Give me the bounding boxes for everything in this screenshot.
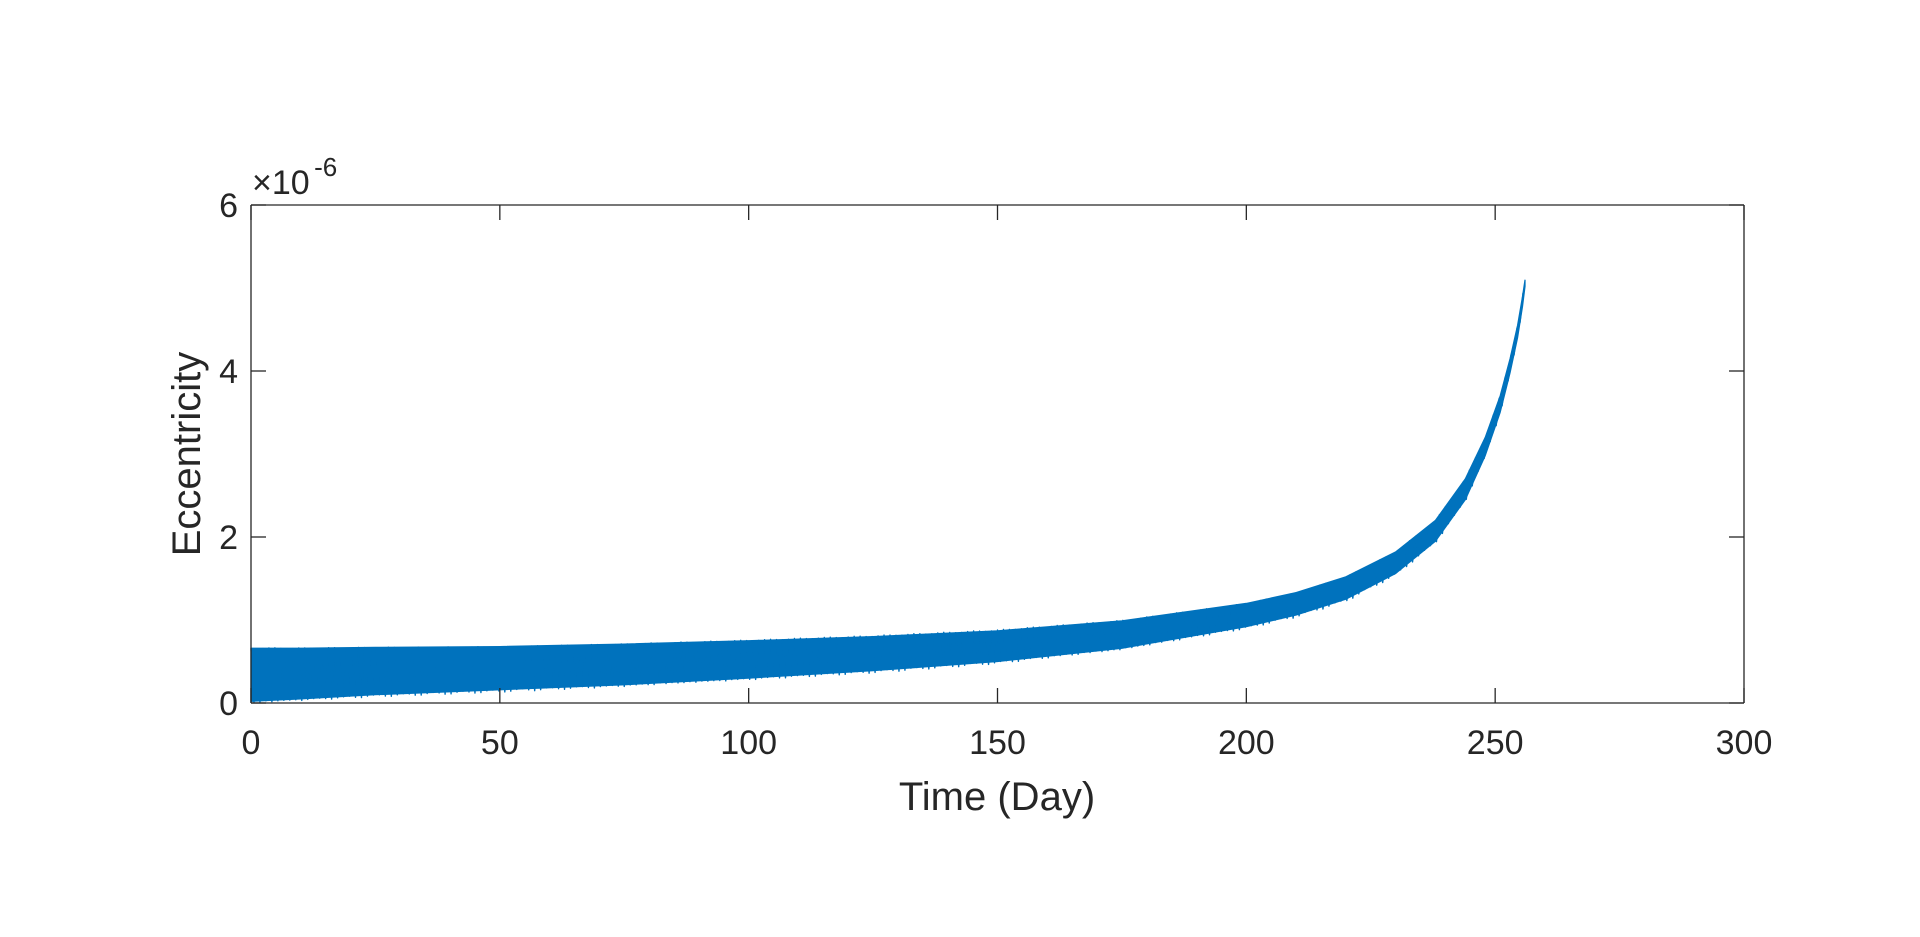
plot-area [251, 205, 1744, 703]
x-axis-label: Time (Day) [899, 775, 1095, 819]
y-axis-label: Eccentricity [165, 352, 209, 557]
x-tick-label: 100 [720, 724, 777, 762]
y-tick-label: 4 [219, 353, 238, 391]
x-tick-labels: 0 50 100 150 200 250 300 [242, 724, 1773, 762]
tick-marks [250, 204, 1745, 704]
y-tick-labels: 0 2 4 6 [219, 187, 238, 723]
y-tick-label: 6 [219, 187, 238, 225]
x-tick-label: 250 [1467, 724, 1524, 762]
exponent-base: ×10 [252, 164, 310, 202]
eccentricity-oscillation-line [250, 292, 1524, 703]
x-tick-label: 0 [242, 724, 261, 762]
y-tick-label: 0 [219, 685, 238, 723]
y-exponent-multiplier: ×10 -6 [252, 152, 337, 202]
data-layer [250, 279, 1526, 703]
exponent-power: -6 [314, 152, 337, 182]
y-tick-label: 2 [219, 519, 238, 557]
x-tick-label: 200 [1218, 724, 1275, 762]
x-tick-label: 50 [481, 724, 519, 762]
x-tick-label: 150 [969, 724, 1026, 762]
x-tick-label: 300 [1716, 724, 1773, 762]
